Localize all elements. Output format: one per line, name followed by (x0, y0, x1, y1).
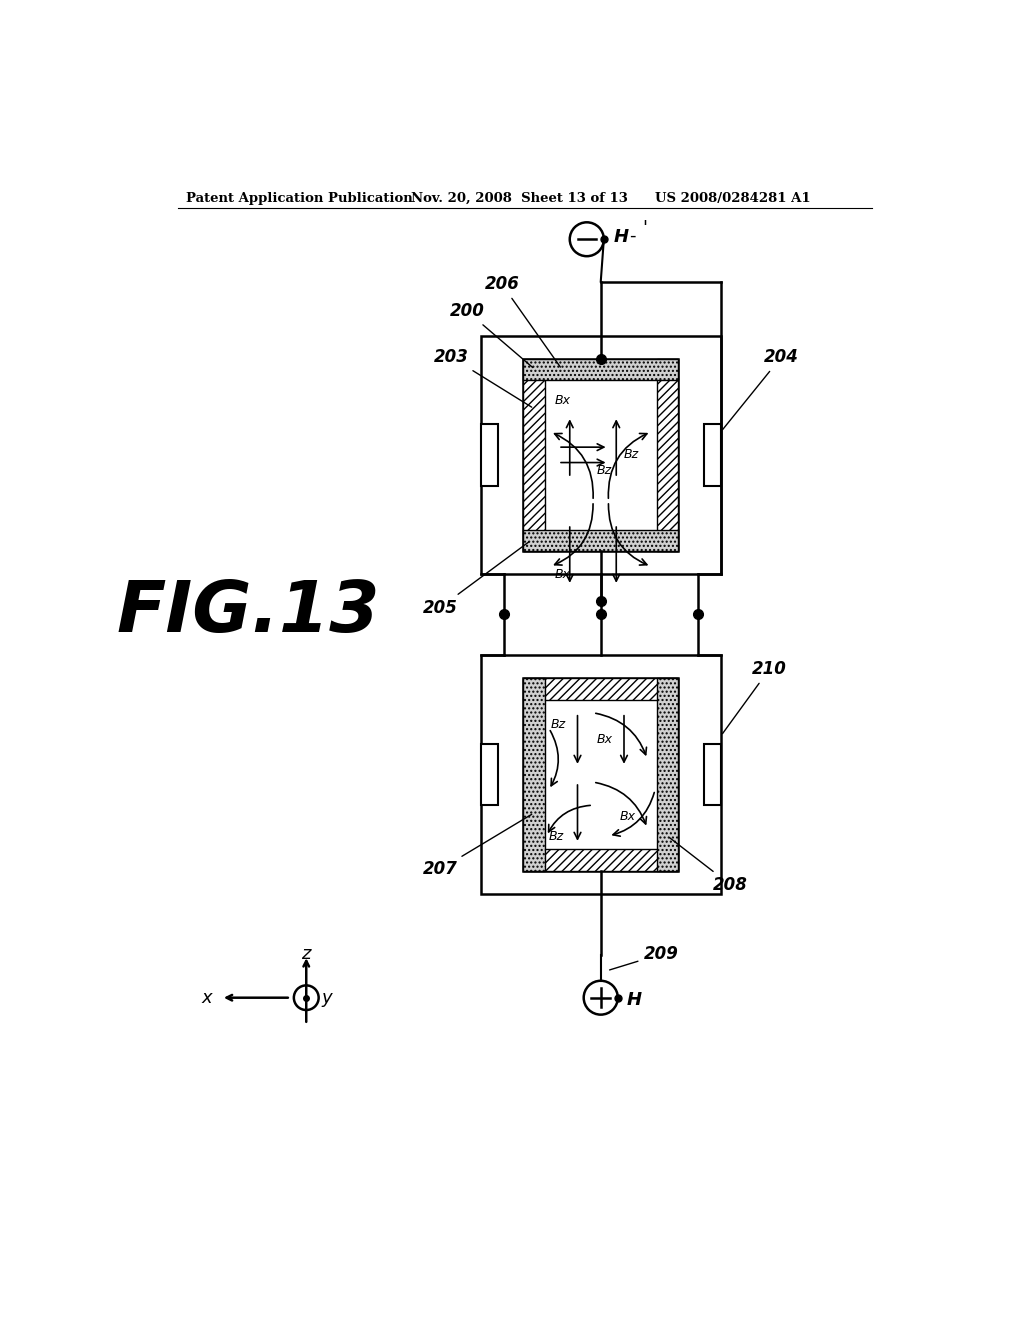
Bar (656, 678, 678, 871)
Text: Bz: Bz (624, 449, 639, 462)
Bar (480, 424, 498, 486)
FancyArrowPatch shape (561, 459, 604, 466)
Bar (523, 849, 678, 871)
Bar (656, 359, 678, 552)
Text: z: z (301, 945, 311, 962)
Text: Bz: Bz (549, 829, 564, 842)
Bar (523, 678, 678, 871)
Text: Patent Application Publication: Patent Application Publication (186, 191, 413, 205)
FancyArrowPatch shape (608, 504, 647, 565)
FancyArrowPatch shape (549, 805, 590, 832)
FancyArrowPatch shape (621, 715, 628, 762)
Text: 207: 207 (423, 814, 531, 879)
FancyArrowPatch shape (613, 792, 654, 836)
Text: x: x (201, 989, 212, 1007)
Text: y: y (322, 989, 333, 1007)
Text: Bz: Bz (551, 718, 566, 731)
Bar (523, 529, 678, 552)
Text: H: H (627, 991, 642, 1008)
Text: H: H (613, 228, 629, 246)
FancyArrowPatch shape (596, 783, 646, 824)
Text: Bz: Bz (597, 463, 612, 477)
Text: 200: 200 (450, 302, 532, 367)
Text: Bx: Bx (597, 733, 613, 746)
Text: 210: 210 (723, 660, 786, 734)
Text: 203: 203 (434, 348, 531, 407)
Bar (523, 359, 678, 552)
Bar (480, 655, 721, 894)
Bar (703, 424, 721, 486)
FancyArrowPatch shape (608, 433, 647, 498)
Text: US 2008/0284281 A1: US 2008/0284281 A1 (655, 191, 811, 205)
Text: 208: 208 (670, 838, 748, 894)
Text: -: - (630, 227, 636, 244)
FancyArrowPatch shape (561, 444, 604, 450)
FancyArrowPatch shape (566, 421, 573, 475)
FancyArrowPatch shape (550, 730, 558, 785)
FancyArrowPatch shape (574, 715, 581, 762)
Text: 204: 204 (723, 348, 799, 429)
Text: Bx: Bx (555, 395, 571, 408)
Bar (523, 359, 678, 380)
FancyArrowPatch shape (555, 504, 593, 565)
Bar (480, 743, 498, 805)
Text: ': ' (643, 219, 647, 236)
Bar (703, 743, 721, 805)
FancyArrowPatch shape (555, 433, 593, 498)
Bar (523, 678, 678, 700)
Text: Bx: Bx (621, 810, 636, 824)
Text: 205: 205 (423, 543, 528, 616)
FancyArrowPatch shape (596, 713, 646, 755)
Text: FIG.13: FIG.13 (117, 578, 380, 647)
Bar (523, 359, 545, 552)
Text: 206: 206 (484, 276, 560, 367)
Text: Bx: Bx (555, 568, 571, 581)
Bar (523, 678, 545, 871)
FancyArrowPatch shape (574, 785, 581, 840)
Text: Nov. 20, 2008  Sheet 13 of 13: Nov. 20, 2008 Sheet 13 of 13 (411, 191, 628, 205)
FancyArrowPatch shape (613, 421, 620, 475)
FancyArrowPatch shape (566, 527, 573, 581)
Bar (480, 335, 721, 574)
Text: 209: 209 (609, 945, 678, 970)
FancyArrowPatch shape (613, 527, 620, 581)
